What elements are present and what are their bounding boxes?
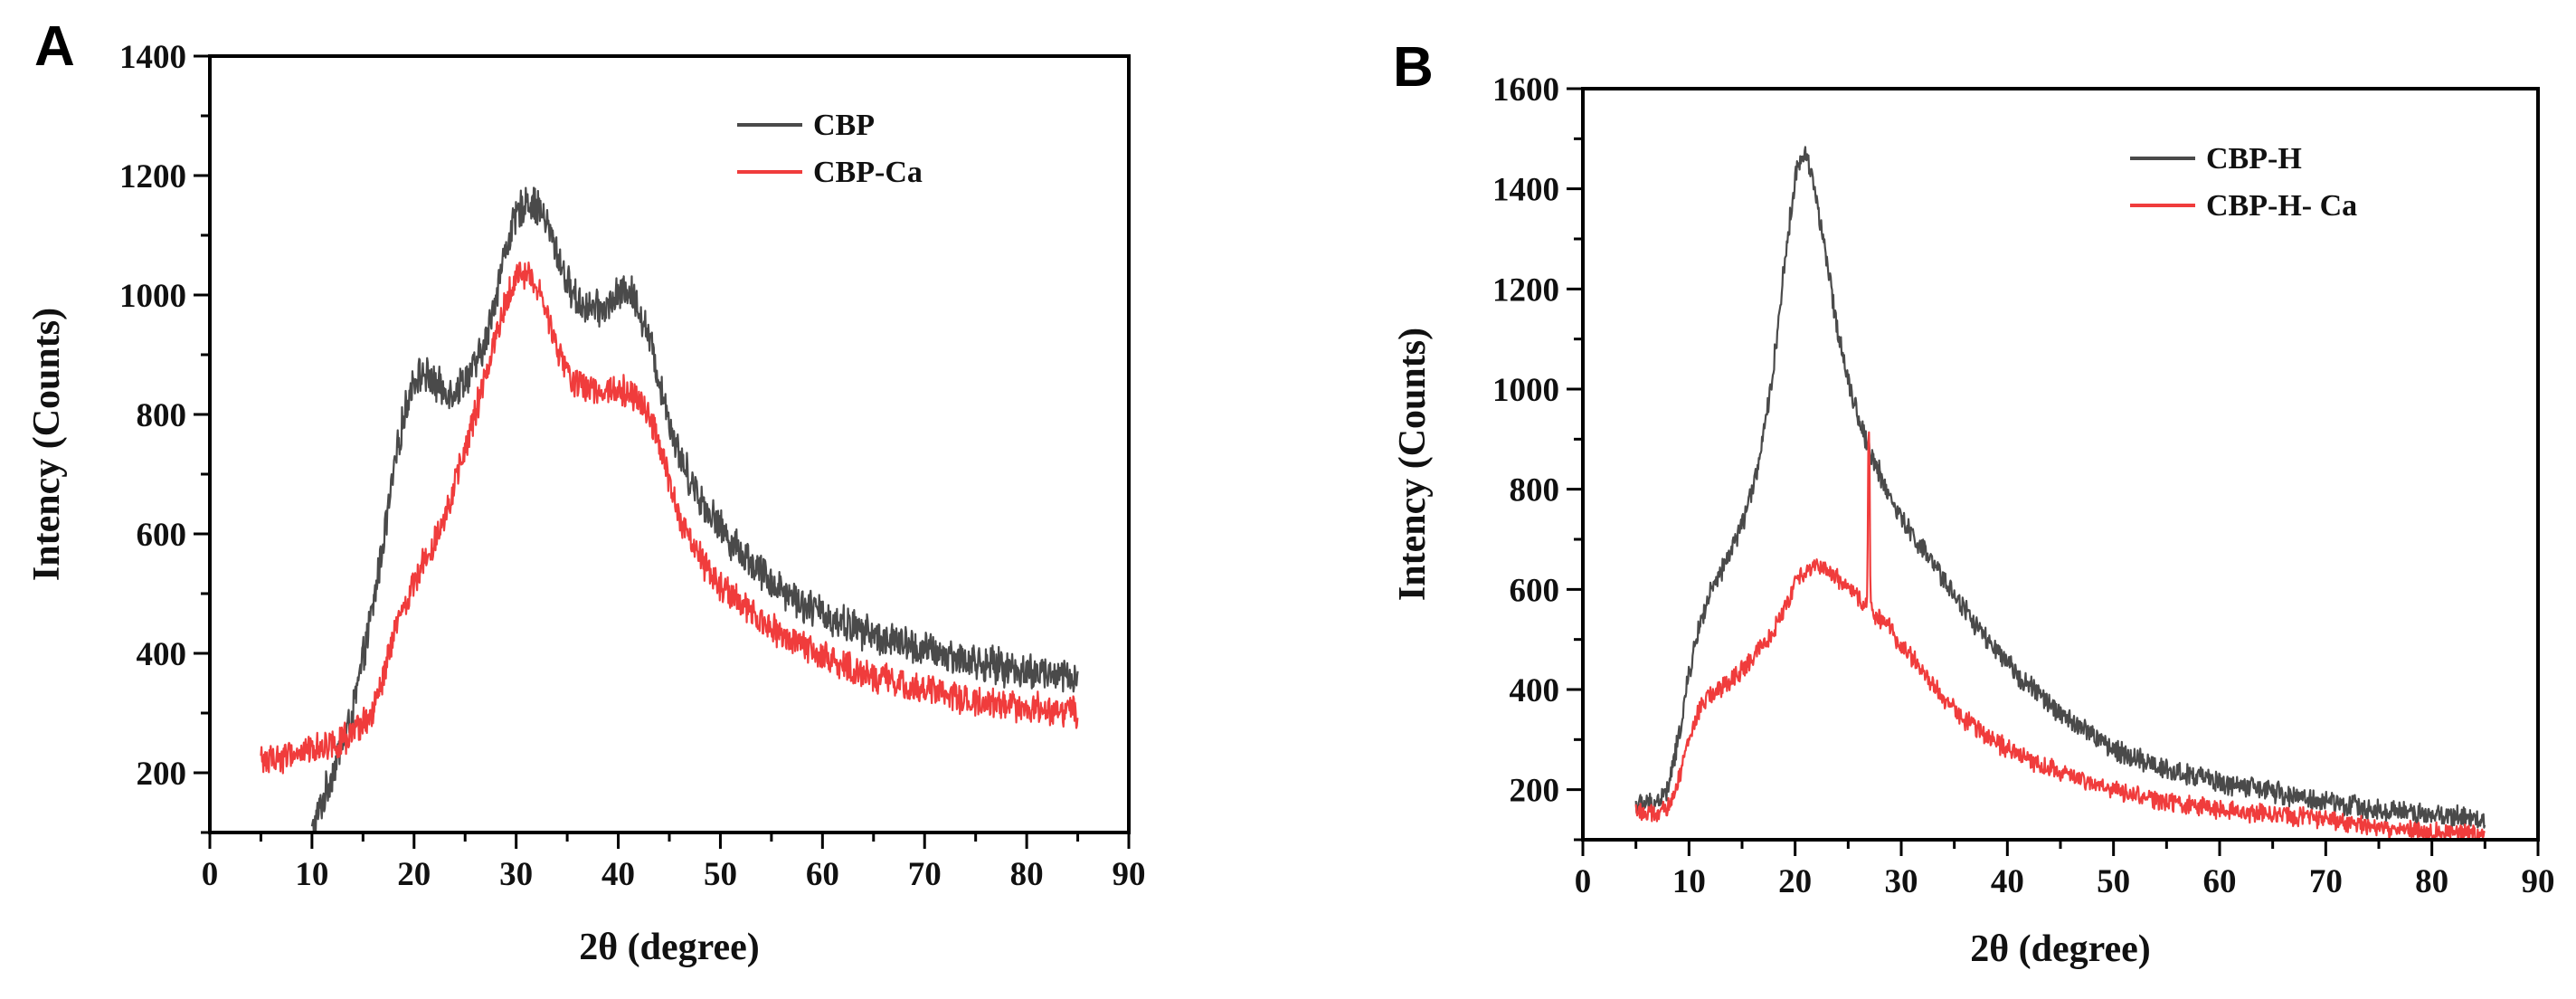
series-line-cbp-h-ca	[1634, 431, 2486, 840]
x-tick-label: 20	[397, 856, 431, 893]
panel-label: A	[34, 15, 75, 78]
chart-panel-a: A 0 10 20 30 40 50 60 70 80 90 200 400 600 800 1000 1200…	[26, 15, 1146, 968]
y-axis-title: Intency (Counts)	[26, 308, 68, 581]
y-tick-label: 600	[1510, 572, 1560, 609]
legend-label: CBP	[813, 109, 875, 142]
x-tick-label: 20	[1778, 863, 1812, 900]
series-line-cbp-h	[1634, 146, 2486, 829]
x-tick-label: 90	[1113, 856, 1146, 893]
x-tick-label: 60	[2203, 863, 2237, 900]
legend: CBP-H CBP-H- Ca	[2130, 142, 2357, 223]
x-tick-label: 10	[1672, 863, 1706, 900]
y-axis-title: Intency (Counts)	[1392, 328, 1434, 601]
y-tick-label: 1200	[1492, 271, 1559, 309]
x-axis-title: 2θ (degree)	[1970, 928, 2151, 970]
x-axis-title: 2θ (degree)	[579, 927, 760, 968]
x-tick-label: 30	[1885, 863, 1918, 900]
x-tick-label: 40	[1991, 863, 2024, 900]
y-tick-label: 1600	[1492, 71, 1559, 109]
y-tick-label: 1000	[119, 278, 186, 315]
x-tick-label: 80	[1010, 856, 1044, 893]
y-tick-label: 1400	[119, 39, 186, 76]
x-tick-label: 90	[2522, 863, 2555, 900]
series-line-cbp-ca	[260, 262, 1079, 775]
legend-label: CBP-Ca	[813, 156, 923, 189]
x-tick-label: 0	[202, 856, 219, 893]
series-line-cbp	[310, 186, 1079, 832]
panel-label: B	[1393, 36, 1434, 99]
x-tick-label: 50	[2097, 863, 2130, 900]
y-tick-label: 1200	[119, 158, 186, 195]
x-tick-label: 70	[908, 856, 942, 893]
x-tick-label: 60	[806, 856, 839, 893]
x-tick-label: 0	[1575, 863, 1592, 900]
x-tick-label: 70	[2309, 863, 2343, 900]
x-tick-label: 30	[499, 856, 533, 893]
y-tick-label: 800	[1510, 472, 1560, 509]
chart-panel-b: B 0 10 20 30 40 50 60 70 80 90 200 400 600 800 1000 1200…	[1392, 36, 2555, 970]
y-tick-label: 200	[1510, 773, 1560, 810]
x-tick-label: 40	[601, 856, 635, 893]
legend: CBP CBP-Ca	[737, 109, 923, 189]
x-tick-label: 50	[704, 856, 737, 893]
x-tick-label: 80	[2415, 863, 2448, 900]
y-tick-label: 400	[137, 636, 187, 673]
y-tick-label: 800	[137, 397, 187, 434]
y-tick-label: 600	[137, 517, 187, 554]
y-tick-label: 200	[137, 756, 187, 793]
y-tick-label: 1400	[1492, 172, 1559, 209]
y-tick-label: 1000	[1492, 372, 1559, 409]
legend-label: CBP-H- Ca	[2206, 189, 2357, 223]
legend-label: CBP-H	[2206, 142, 2302, 176]
y-tick-label: 400	[1510, 672, 1560, 709]
x-tick-label: 10	[295, 856, 328, 893]
